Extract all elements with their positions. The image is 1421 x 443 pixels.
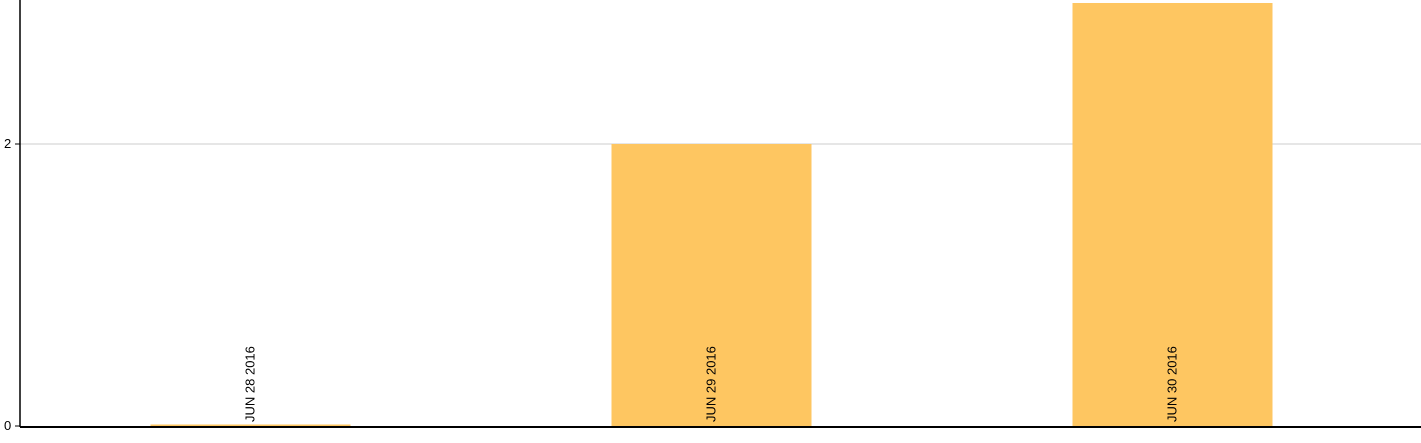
y-tick-label: 2	[4, 136, 11, 151]
category-labels: JUN 28 2016 JUN 29 2016 JUN 30 2016	[243, 346, 1180, 422]
bar-2[interactable]	[1072, 3, 1273, 426]
bar-1[interactable]	[611, 144, 812, 426]
x-category-label: JUN 29 2016	[704, 346, 719, 422]
y-tick-label: 0	[4, 418, 11, 433]
x-category-label: JUN 30 2016	[1165, 346, 1180, 422]
x-category-label: JUN 28 2016	[243, 346, 258, 422]
bar-0[interactable]	[150, 424, 351, 427]
axes: 02	[4, 0, 1421, 433]
bars	[150, 3, 1273, 427]
